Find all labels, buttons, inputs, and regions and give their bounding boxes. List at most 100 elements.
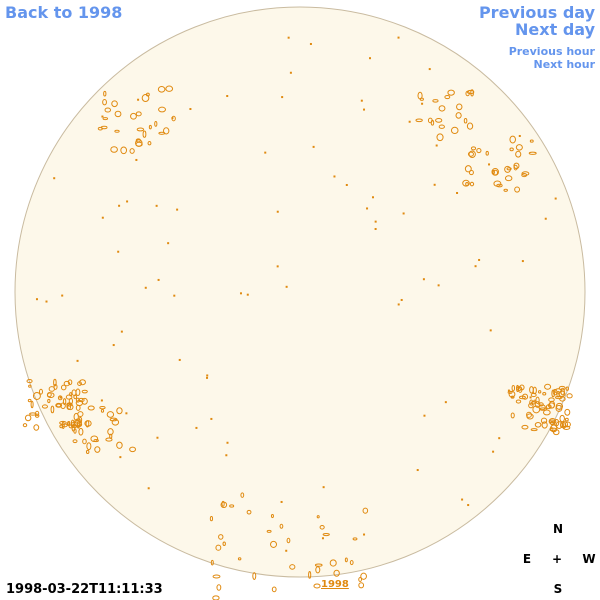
contour — [157, 278, 160, 281]
contour — [136, 127, 145, 132]
contour — [195, 426, 198, 429]
contour — [286, 537, 291, 544]
contour — [423, 414, 426, 417]
contour — [508, 390, 516, 398]
contour — [53, 383, 58, 390]
year-link[interactable]: 1998 — [321, 579, 349, 590]
contour — [47, 398, 51, 404]
contour — [141, 94, 150, 103]
contour — [46, 392, 52, 398]
contour — [50, 405, 55, 414]
contour — [530, 428, 538, 432]
contour — [515, 150, 522, 158]
contour — [229, 504, 235, 508]
next-day-link[interactable]: Next day — [515, 20, 595, 39]
contour — [516, 386, 522, 391]
contour — [529, 386, 534, 394]
contour — [78, 416, 83, 423]
contour — [545, 404, 552, 410]
contour — [362, 507, 369, 514]
contour — [61, 294, 64, 297]
contour — [35, 298, 38, 301]
contour — [215, 544, 222, 551]
contour — [111, 100, 118, 108]
contour — [280, 500, 283, 503]
contour — [102, 117, 109, 121]
contour — [319, 525, 325, 530]
contour — [158, 106, 167, 113]
contour — [549, 420, 555, 426]
contour — [125, 412, 128, 415]
contour — [85, 449, 90, 454]
contour — [506, 167, 512, 171]
contour — [461, 498, 464, 501]
contour — [59, 420, 67, 425]
active-regions — [22, 36, 573, 600]
contour — [226, 441, 229, 444]
contour — [374, 220, 377, 223]
contour — [33, 424, 40, 431]
contour — [315, 566, 321, 574]
contour — [358, 577, 362, 582]
contour — [226, 95, 229, 98]
contour — [102, 99, 107, 106]
previous-hour-link[interactable]: Previous hour — [508, 45, 595, 58]
contour — [308, 571, 312, 579]
contour — [467, 504, 470, 507]
contour — [321, 537, 324, 540]
contour — [558, 385, 566, 391]
contour — [210, 417, 213, 420]
contour — [240, 492, 245, 498]
contour — [212, 595, 220, 600]
contour — [408, 120, 411, 123]
contour — [535, 396, 540, 405]
contour — [26, 378, 33, 384]
contour — [101, 115, 104, 118]
contour — [518, 134, 521, 137]
contour — [173, 294, 176, 297]
contour — [360, 572, 367, 580]
contour — [488, 163, 491, 166]
contour — [287, 36, 290, 39]
contour — [555, 421, 563, 429]
contour — [281, 96, 284, 99]
contour — [554, 197, 557, 200]
contour — [67, 403, 74, 411]
contour — [556, 390, 560, 398]
compass-center: + — [551, 552, 563, 566]
contour — [144, 286, 147, 289]
previous-day-link[interactable]: Previous day — [478, 3, 595, 22]
contour — [81, 397, 88, 405]
contour — [176, 208, 179, 211]
contour — [72, 439, 78, 444]
contour — [485, 150, 489, 156]
contour — [456, 191, 459, 194]
contour — [534, 401, 541, 408]
contour — [559, 422, 564, 428]
contour — [468, 150, 476, 158]
contour — [162, 127, 170, 135]
contour — [106, 411, 115, 418]
contour — [433, 183, 436, 186]
back-link[interactable]: Back to 1998 — [5, 3, 123, 22]
contour — [30, 400, 34, 409]
contour — [416, 469, 419, 472]
contour — [53, 378, 57, 387]
contour — [239, 292, 242, 295]
contour — [252, 572, 257, 580]
contour — [246, 293, 249, 296]
next-hour-link[interactable]: Next hour — [533, 58, 596, 71]
contour — [100, 399, 103, 402]
contour — [528, 151, 537, 155]
contour — [178, 358, 181, 361]
contour — [28, 384, 32, 388]
contour — [110, 146, 118, 153]
contour — [313, 583, 321, 589]
contour — [421, 102, 424, 105]
contour — [90, 435, 99, 443]
contour — [511, 385, 516, 392]
contour — [78, 397, 85, 403]
contour — [455, 112, 462, 119]
contour — [438, 105, 446, 112]
